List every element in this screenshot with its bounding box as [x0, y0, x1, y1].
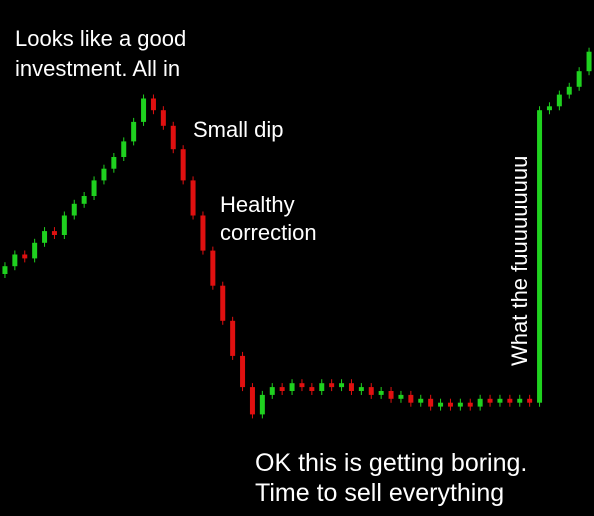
candle: [42, 231, 48, 243]
candle: [339, 383, 345, 388]
annotation: investment. All in: [15, 56, 180, 81]
candle: [586, 51, 592, 72]
annotation: Looks like a good: [15, 26, 186, 51]
candle: [170, 125, 176, 150]
candle: [32, 242, 38, 259]
candle: [556, 94, 562, 107]
candle: [388, 391, 394, 399]
candle: [428, 398, 434, 407]
candle: [319, 383, 325, 391]
candle: [240, 355, 246, 388]
candles: [2, 47, 592, 419]
candle: [457, 402, 463, 407]
candle: [408, 394, 414, 403]
candle: [220, 285, 226, 321]
candle: [299, 383, 305, 388]
candle: [131, 121, 137, 142]
candle: [190, 180, 196, 216]
annotation: Small dip: [193, 117, 283, 142]
candle: [121, 141, 127, 157]
candle: [22, 254, 28, 259]
candle: [546, 106, 552, 111]
candle: [180, 149, 186, 181]
candle: [259, 394, 265, 415]
annotation: What the fuuuuuuuuu: [507, 156, 532, 366]
candle: [111, 157, 117, 169]
candle: [279, 387, 285, 391]
candle: [576, 71, 582, 87]
candle: [527, 398, 533, 403]
candle: [91, 180, 97, 196]
candle: [398, 394, 404, 399]
candle: [2, 266, 8, 274]
candle: [477, 398, 483, 407]
candle: [309, 387, 315, 391]
candle: [348, 383, 354, 391]
candle: [249, 387, 255, 415]
candle: [378, 391, 384, 395]
candle: [210, 250, 216, 286]
candle: [487, 398, 493, 403]
candle: [12, 254, 18, 267]
candle: [329, 383, 335, 388]
candle: [467, 402, 473, 407]
annotation: correction: [220, 220, 317, 245]
annotation: Time to sell everything: [255, 479, 504, 507]
candle: [269, 387, 275, 395]
candle: [517, 398, 523, 403]
candle: [447, 402, 453, 407]
candle: [101, 168, 107, 181]
candle: [289, 383, 295, 391]
candle: [200, 215, 206, 251]
annotation: OK this is getting boring.: [255, 449, 527, 477]
candle: [230, 320, 236, 356]
candle: [418, 398, 424, 403]
candle: [537, 110, 543, 403]
candle: [51, 231, 57, 235]
candle: [61, 215, 67, 235]
candle: [358, 387, 364, 391]
candle: [150, 98, 156, 111]
candle: [368, 387, 374, 395]
candle: [497, 398, 503, 403]
candle: [438, 402, 444, 407]
candle: [507, 398, 513, 403]
candle: [81, 196, 87, 204]
annotation: Healthy: [220, 192, 295, 217]
candle: [566, 86, 572, 95]
candle: [160, 110, 166, 126]
candle: [141, 98, 147, 122]
candle: [71, 203, 77, 216]
